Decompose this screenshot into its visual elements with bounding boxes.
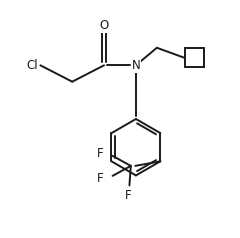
Text: O: O — [99, 19, 109, 32]
Text: F: F — [125, 189, 132, 202]
Text: F: F — [97, 172, 103, 185]
Text: Cl: Cl — [26, 59, 38, 72]
Text: F: F — [97, 147, 103, 160]
Text: N: N — [132, 59, 140, 72]
